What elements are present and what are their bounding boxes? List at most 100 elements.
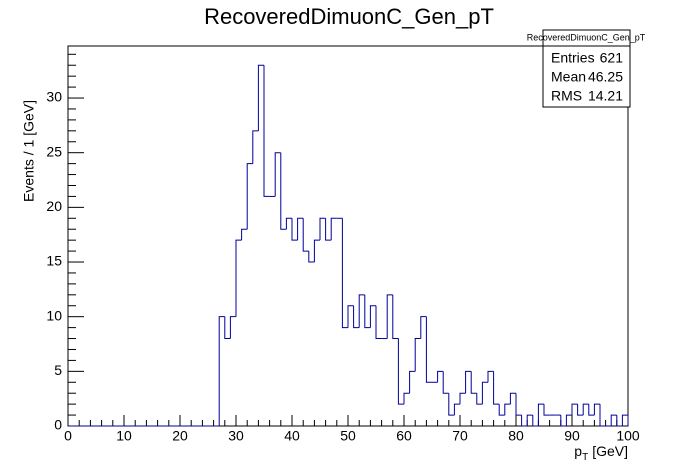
- histogram-bin: [291, 218, 298, 241]
- histogram-bin: [330, 217, 337, 241]
- x-tick-label: 60: [396, 428, 412, 444]
- histogram-bin: [577, 404, 584, 416]
- histogram-bin: [437, 370, 444, 383]
- x-tick-label: 90: [564, 428, 580, 444]
- x-label-base: p: [574, 443, 582, 459]
- histogram-bin: [470, 371, 477, 394]
- histogram-bin: [403, 392, 410, 405]
- y-tick-label: 0: [54, 417, 62, 433]
- histogram-bin: [353, 305, 360, 329]
- histogram-bin: [369, 305, 376, 328]
- histogram-bin: [341, 218, 348, 329]
- histogram-bin: [302, 218, 309, 252]
- stats-frame: [542, 29, 631, 108]
- histogram-bin: [565, 414, 572, 426]
- histogram-bin: [308, 251, 315, 263]
- y-tick-label: 5: [54, 362, 62, 378]
- histogram-bin: [532, 415, 539, 427]
- histogram-bin: [347, 305, 354, 328]
- x-tick-label: 20: [172, 428, 188, 444]
- x-axis-label: pT [GeV]: [574, 443, 628, 463]
- histogram-bin: [313, 239, 320, 263]
- histogram-bin: [493, 371, 500, 405]
- histogram-bin: [459, 392, 466, 405]
- histogram-bin: [616, 415, 623, 427]
- histogram-bin: [274, 152, 281, 197]
- histogram-bin: [241, 228, 248, 241]
- stats-box: RecoveredDimuonC_Gen_pT Entries 621 Mean 46…: [527, 29, 646, 108]
- histogram-bin: [588, 404, 595, 416]
- x-tick-label: 100: [616, 428, 640, 444]
- x-tick-label: 0: [64, 428, 72, 444]
- histogram-bin: [498, 404, 505, 416]
- histogram-bin: [476, 393, 483, 405]
- y-tick-label: 30: [46, 89, 62, 105]
- histogram-bin: [537, 403, 544, 426]
- histogram-bin: [358, 294, 365, 328]
- x-tick-label: 70: [452, 428, 468, 444]
- histogram-bin: [515, 393, 522, 416]
- histogram-bin: [297, 217, 304, 241]
- histogram-bin: [571, 403, 578, 416]
- histogram-bin: [246, 163, 253, 230]
- histogram-bin: [481, 381, 488, 405]
- y-tick-label: 20: [46, 198, 62, 214]
- histogram-bin: [621, 414, 629, 426]
- histogram-bin: [425, 316, 432, 383]
- histogram-bin: [386, 294, 393, 339]
- y-tick-label: 15: [46, 253, 62, 269]
- histogram-bin: [526, 414, 533, 426]
- histogram-bin: [543, 404, 550, 416]
- histogram-bin: [235, 239, 242, 317]
- x-label-sub: T: [582, 452, 588, 463]
- stats-value: 621: [600, 50, 624, 66]
- histogram-bin: [593, 403, 600, 416]
- histogram-bin: [442, 371, 449, 394]
- histogram-bin: [285, 217, 292, 230]
- y-tick-label: 10: [46, 307, 62, 323]
- histogram-bin: [263, 65, 270, 197]
- histogram-bin: [420, 316, 427, 339]
- histogram-bin: [409, 370, 416, 394]
- x-tick-label: 80: [508, 428, 524, 444]
- histogram-bin: [375, 305, 382, 340]
- histogram-bin: [224, 316, 231, 340]
- histogram-bin: [453, 403, 460, 416]
- histogram-bin: [509, 392, 516, 405]
- histogram-bin: [392, 294, 399, 340]
- stats-label: Mean: [551, 69, 586, 85]
- histogram-bin: [397, 338, 404, 405]
- histogram-bin: [448, 393, 455, 416]
- x-tick-label: 10: [116, 428, 132, 444]
- x-tick-label: 50: [340, 428, 356, 444]
- x-tick-label: 30: [228, 428, 244, 444]
- histogram-bin: [560, 415, 567, 427]
- y-axis-label: Events / 1 [GeV]: [21, 100, 37, 202]
- histogram-bin: [521, 415, 528, 427]
- histogram-bin: [582, 403, 589, 416]
- histogram-bin: [325, 218, 332, 241]
- y-tick-label: 25: [46, 143, 62, 159]
- histogram-bin: [465, 370, 472, 394]
- histogram-bin: [487, 370, 494, 383]
- histogram-bin: [319, 217, 326, 241]
- stats-title: RecoveredDimuonC_Gen_pT: [527, 32, 646, 42]
- x-tick-label: 40: [284, 428, 300, 444]
- histogram-bin: [610, 414, 617, 426]
- x-label-unit: [GeV]: [592, 443, 628, 459]
- histogram-bin: [257, 64, 264, 131]
- histogram-bin: [280, 152, 287, 230]
- histogram-bin: [504, 403, 511, 416]
- stats-label: Entries: [551, 50, 595, 66]
- chart-title: RecoveredDimuonC_Gen_pT: [204, 4, 494, 29]
- stats-value: 14.21: [588, 88, 623, 104]
- histogram-bin: [218, 316, 225, 426]
- stats-value: 46.25: [588, 69, 623, 85]
- histogram-bin: [414, 338, 421, 372]
- histogram-bin: [229, 316, 236, 339]
- histogram-bin: [599, 404, 606, 427]
- histogram-bin: [252, 130, 259, 164]
- stats-label: RMS: [551, 88, 582, 104]
- histogram-bin: [364, 294, 371, 329]
